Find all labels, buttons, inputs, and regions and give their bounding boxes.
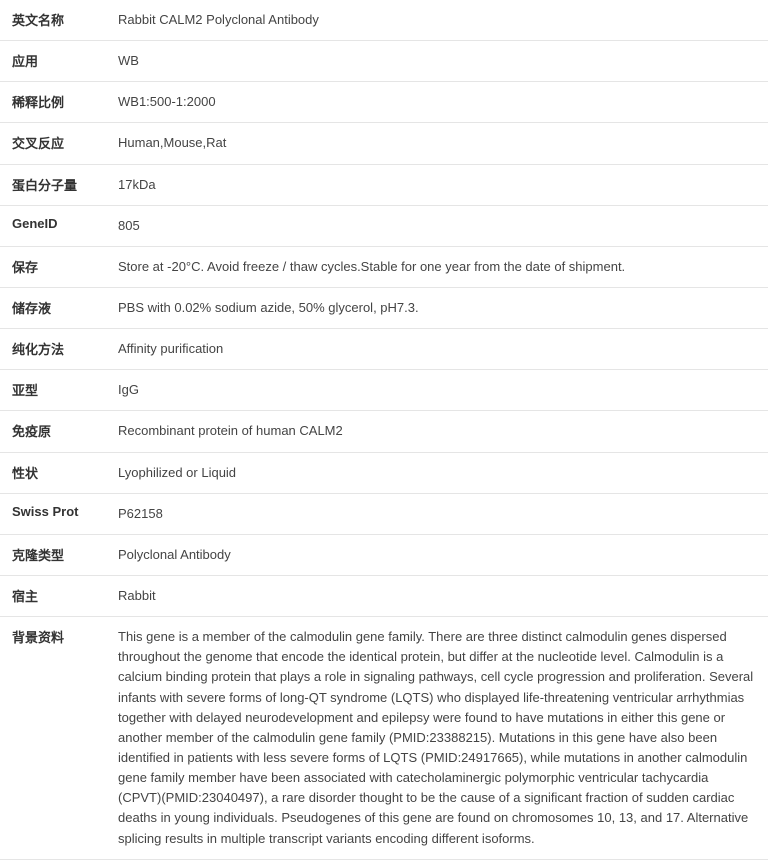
spec-label: 性状 (0, 452, 118, 493)
spec-row: 亚型IgG (0, 370, 768, 411)
spec-value: Recombinant protein of human CALM2 (118, 411, 768, 452)
spec-row: 蛋白分子量17kDa (0, 164, 768, 205)
spec-label: 亚型 (0, 370, 118, 411)
spec-value: Rabbit CALM2 Polyclonal Antibody (118, 0, 768, 41)
spec-label: 英文名称 (0, 0, 118, 41)
spec-value: Store at -20°C. Avoid freeze / thaw cycl… (118, 246, 768, 287)
spec-row: 免疫原Recombinant protein of human CALM2 (0, 411, 768, 452)
spec-label: 免疫原 (0, 411, 118, 452)
spec-row: 应用WB (0, 41, 768, 82)
spec-row: 交叉反应Human,Mouse,Rat (0, 123, 768, 164)
spec-value: Rabbit (118, 575, 768, 616)
spec-label: 背景资料 (0, 617, 118, 860)
spec-row: Swiss ProtP62158 (0, 493, 768, 534)
spec-value: Lyophilized or Liquid (118, 452, 768, 493)
spec-value: 17kDa (118, 164, 768, 205)
spec-label: 宿主 (0, 575, 118, 616)
product-spec-table: 英文名称Rabbit CALM2 Polyclonal Antibody应用WB… (0, 0, 768, 860)
spec-row: 保存Store at -20°C. Avoid freeze / thaw cy… (0, 246, 768, 287)
spec-row: 储存液PBS with 0.02% sodium azide, 50% glyc… (0, 287, 768, 328)
spec-row: 克隆类型Polyclonal Antibody (0, 534, 768, 575)
spec-value: PBS with 0.02% sodium azide, 50% glycero… (118, 287, 768, 328)
spec-label: 交叉反应 (0, 123, 118, 164)
spec-label: Swiss Prot (0, 493, 118, 534)
spec-row: 英文名称Rabbit CALM2 Polyclonal Antibody (0, 0, 768, 41)
spec-row: 稀释比例WB1:500-1:2000 (0, 82, 768, 123)
spec-label: GeneID (0, 205, 118, 246)
spec-label: 蛋白分子量 (0, 164, 118, 205)
spec-label: 克隆类型 (0, 534, 118, 575)
spec-value: 805 (118, 205, 768, 246)
spec-label: 稀释比例 (0, 82, 118, 123)
spec-row: 性状Lyophilized or Liquid (0, 452, 768, 493)
spec-value: Affinity purification (118, 329, 768, 370)
spec-row: 纯化方法Affinity purification (0, 329, 768, 370)
spec-row: 背景资料This gene is a member of the calmodu… (0, 617, 768, 860)
spec-label: 保存 (0, 246, 118, 287)
spec-label: 应用 (0, 41, 118, 82)
spec-value: This gene is a member of the calmodulin … (118, 617, 768, 860)
spec-value: Human,Mouse,Rat (118, 123, 768, 164)
spec-row: 宿主Rabbit (0, 575, 768, 616)
spec-label: 纯化方法 (0, 329, 118, 370)
spec-value: WB (118, 41, 768, 82)
spec-value: IgG (118, 370, 768, 411)
spec-value: WB1:500-1:2000 (118, 82, 768, 123)
spec-value: P62158 (118, 493, 768, 534)
spec-row: GeneID805 (0, 205, 768, 246)
spec-body: 英文名称Rabbit CALM2 Polyclonal Antibody应用WB… (0, 0, 768, 859)
spec-value: Polyclonal Antibody (118, 534, 768, 575)
spec-label: 储存液 (0, 287, 118, 328)
